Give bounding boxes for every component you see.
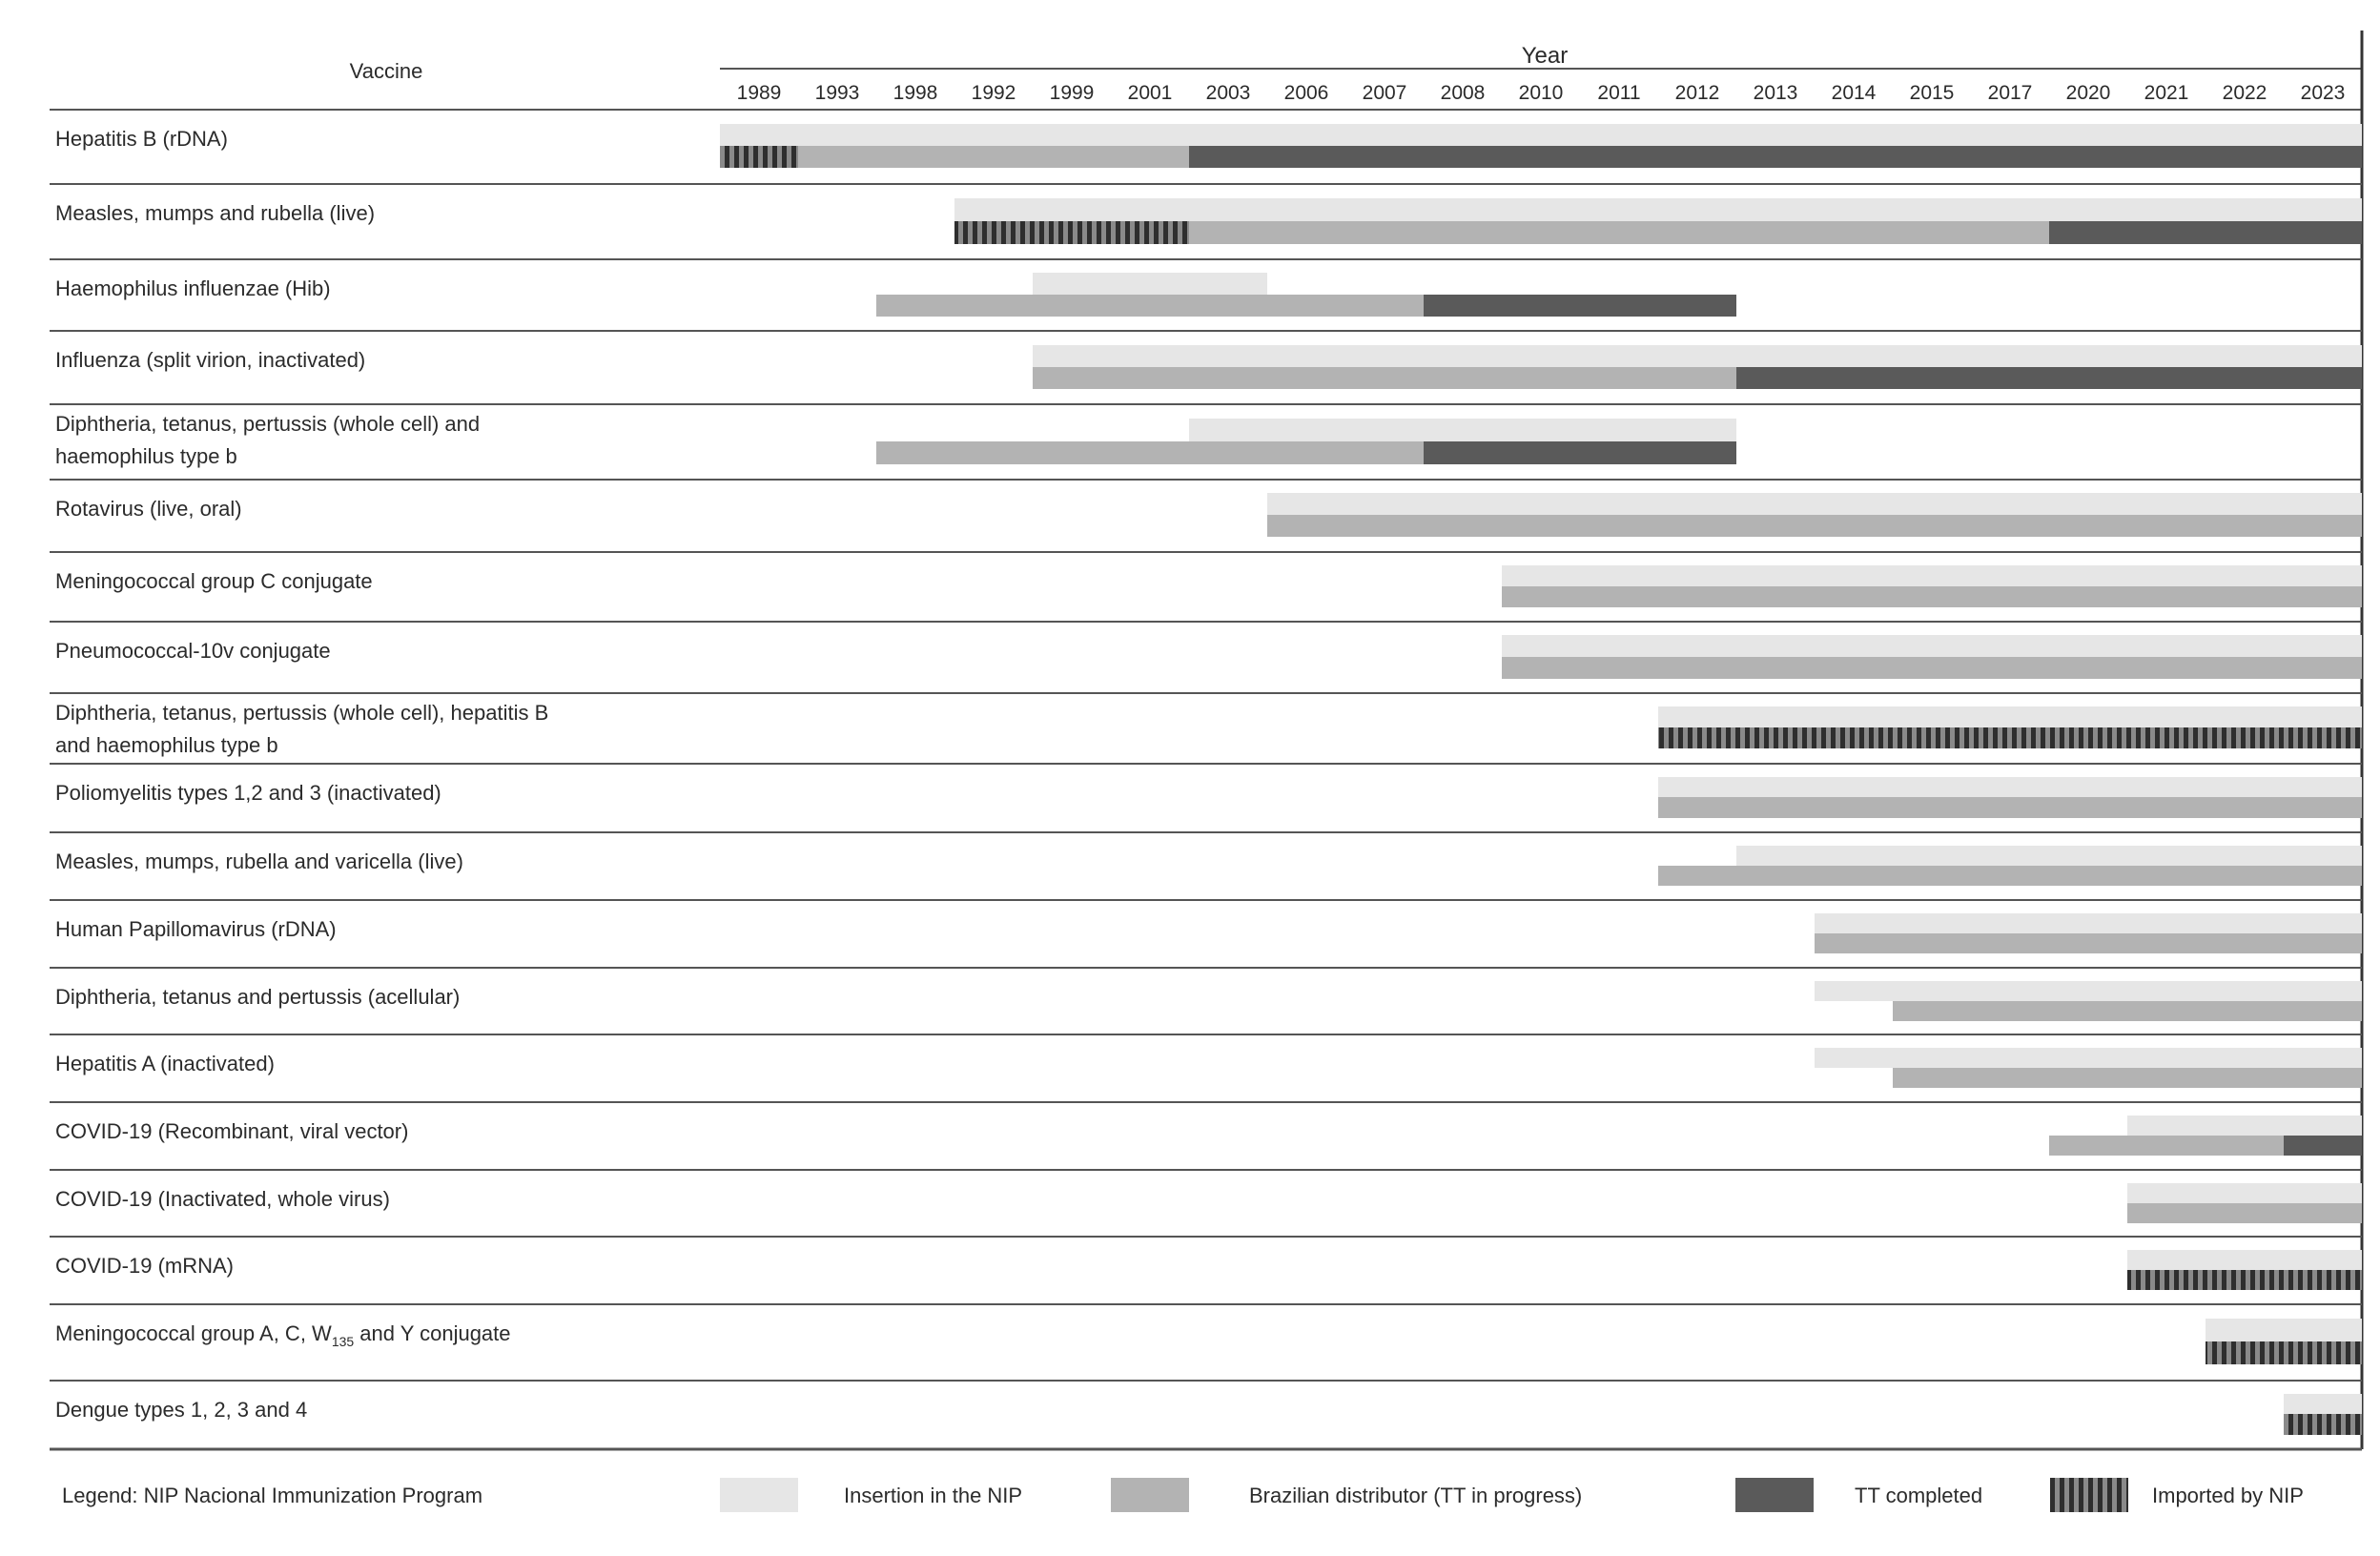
bar-distributor	[1502, 657, 2362, 679]
bar-insertion	[1658, 777, 2362, 798]
vaccine-label: Dengue types 1, 2, 3 and 4	[55, 1398, 307, 1422]
vaccine-label: Poliomyelitis types 1,2 and 3 (inactivat…	[55, 781, 441, 805]
year-tick-label: 2010	[1519, 82, 1564, 104]
vaccine-label: COVID-19 (Inactivated, whole virus)	[55, 1187, 390, 1211]
vaccine-label: Measles, mumps and rubella (live)	[55, 201, 375, 225]
bar-distributor	[1658, 797, 2362, 818]
year-tick-label: 2014	[1832, 82, 1877, 104]
bar-imported	[1658, 727, 2362, 748]
bar-tt-completed	[2284, 1136, 2362, 1156]
vaccine-column-header: Vaccine	[350, 59, 423, 83]
year-tick-label: 2017	[1988, 82, 2033, 104]
bar-insertion	[2127, 1250, 2362, 1270]
year-tick-label: 2022	[2223, 82, 2267, 104]
bar-tt-completed	[1424, 441, 1736, 464]
bar-distributor	[1502, 586, 2362, 607]
year-tick-label: 2003	[1206, 82, 1251, 104]
bar-insertion	[720, 124, 2362, 146]
legend-label: Imported by NIP	[2152, 1484, 2304, 1507]
year-tick-label: 1999	[1050, 82, 1095, 104]
year-tick-label: 2007	[1363, 82, 1407, 104]
year-tick-label: 1993	[815, 82, 860, 104]
bar-distributor	[1658, 866, 2362, 886]
vaccine-label: Haemophilus influenzae (Hib)	[55, 276, 331, 300]
legend-intro: Legend: NIP Nacional Immunization Progra…	[62, 1484, 482, 1507]
vaccine-label: Meningococcal group A, C, W135 and Y con…	[55, 1321, 511, 1349]
bar-insertion	[2284, 1394, 2362, 1415]
bar-distributor	[1815, 933, 2362, 953]
vaccine-label: COVID-19 (Recombinant, viral vector)	[55, 1119, 408, 1143]
bar-tt-completed	[1736, 367, 2362, 389]
bar-insertion	[1502, 635, 2362, 657]
year-tick-label: 2001	[1128, 82, 1173, 104]
vaccine-label: Hepatitis A (inactivated)	[55, 1052, 275, 1075]
vaccine-label: Hepatitis B (rDNA)	[55, 127, 228, 151]
bar-imported	[2127, 1270, 2362, 1290]
vaccine-label: Rotavirus (live, oral)	[55, 497, 242, 521]
bar-insertion	[1815, 981, 2362, 1001]
bar-distributor	[2049, 1136, 2284, 1156]
legend-swatch-imported	[2050, 1478, 2128, 1512]
bar-insertion	[1502, 565, 2362, 586]
bar-insertion	[954, 198, 2362, 221]
legend-label: Insertion in the NIP	[844, 1484, 1022, 1507]
bar-insertion	[2206, 1319, 2362, 1341]
bar-tt-completed	[2049, 221, 2362, 244]
bar-imported	[2284, 1414, 2362, 1435]
bar-insertion	[1189, 419, 1736, 441]
bar-distributor	[798, 146, 1189, 168]
bar-insertion	[2127, 1183, 2362, 1203]
bar-imported	[954, 221, 1189, 244]
year-tick-label: 2015	[1910, 82, 1955, 104]
bar-distributor	[2127, 1203, 2362, 1223]
vaccine-label: Meningococcal group C conjugate	[55, 569, 373, 593]
bar-imported	[720, 146, 798, 168]
vaccine-label: Diphtheria, tetanus, pertussis (whole ce…	[55, 701, 548, 757]
legend-swatch-distributor	[1111, 1478, 1189, 1512]
bar-insertion	[1815, 1048, 2362, 1068]
bar-tt-completed	[1189, 146, 2362, 168]
year-tick-label: 2013	[1754, 82, 1798, 104]
year-tick-label: 2023	[2301, 82, 2346, 104]
vaccine-label: Pneumococcal-10v conjugate	[55, 639, 331, 663]
year-header: Year	[1522, 43, 1569, 69]
bar-distributor	[876, 441, 1424, 464]
bar-insertion	[2127, 1116, 2362, 1136]
bar-tt-completed	[1424, 295, 1736, 317]
bar-imported	[2206, 1341, 2362, 1364]
year-tick-label: 1989	[737, 82, 782, 104]
bar-insertion	[1815, 913, 2362, 933]
legend-swatch-insertion	[720, 1478, 798, 1512]
bar-insertion	[1033, 345, 2362, 367]
year-tick-label: 2021	[2144, 82, 2189, 104]
year-tick-label: 2020	[2066, 82, 2111, 104]
bar-insertion	[1267, 493, 2362, 515]
year-tick-label: 2006	[1284, 82, 1329, 104]
vaccine-label: COVID-19 (mRNA)	[55, 1254, 234, 1278]
legend-label: TT completed	[1855, 1484, 1982, 1507]
vaccine-label: Influenza (split virion, inactivated)	[55, 348, 365, 372]
bar-distributor	[1267, 515, 2362, 537]
year-tick-label: 1992	[972, 82, 1016, 104]
vaccine-label: Human Papillomavirus (rDNA)	[55, 917, 337, 941]
bar-distributor	[876, 295, 1424, 317]
bar-distributor	[1893, 1068, 2362, 1088]
year-tick-label: 1998	[893, 82, 938, 104]
year-tick-label: 2012	[1675, 82, 1720, 104]
year-tick-label: 2008	[1441, 82, 1486, 104]
legend-swatch-tt-completed	[1735, 1478, 1814, 1512]
vaccine-label: Diphtheria, tetanus and pertussis (acell…	[55, 985, 460, 1009]
bar-insertion	[1658, 706, 2362, 727]
bar-insertion	[1033, 273, 1267, 295]
legend-label: Brazilian distributor (TT in progress)	[1249, 1484, 1582, 1507]
bar-distributor	[1189, 221, 2049, 244]
bar-distributor	[1893, 1001, 2362, 1021]
year-tick-label: 2011	[1597, 82, 1640, 104]
bar-distributor	[1033, 367, 1736, 389]
vaccine-label: Measles, mumps, rubella and varicella (l…	[55, 850, 463, 873]
bar-insertion	[1736, 846, 2362, 866]
vaccine-label: Diphtheria, tetanus, pertussis (whole ce…	[55, 412, 480, 468]
